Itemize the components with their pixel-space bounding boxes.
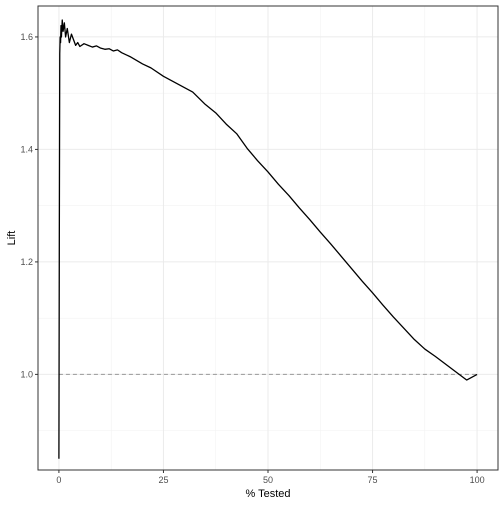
x-axis-title: % Tested xyxy=(245,488,290,500)
y-tick-label-3: 1.6 xyxy=(20,32,33,42)
x-tick-label-1: 25 xyxy=(158,475,168,485)
x-tick-label-0: 0 xyxy=(56,475,61,485)
y-axis-ticks: 1.0 1.2 1.4 1.6 xyxy=(20,32,38,379)
y-tick-label-2: 1.4 xyxy=(20,144,33,154)
x-tick-label-4: 100 xyxy=(470,475,485,485)
lift-series-line-0 xyxy=(58,19,478,459)
series-layer xyxy=(58,19,478,459)
x-axis-ticks: 0 25 50 75 100 xyxy=(56,470,485,485)
y-tick-label-0: 1.0 xyxy=(20,369,33,379)
y-axis-title: Lift xyxy=(6,231,18,246)
x-tick-label-2: 50 xyxy=(263,475,273,485)
x-tick-label-3: 75 xyxy=(368,475,378,485)
y-tick-label-1: 1.2 xyxy=(20,257,33,267)
grid-major xyxy=(38,6,498,470)
